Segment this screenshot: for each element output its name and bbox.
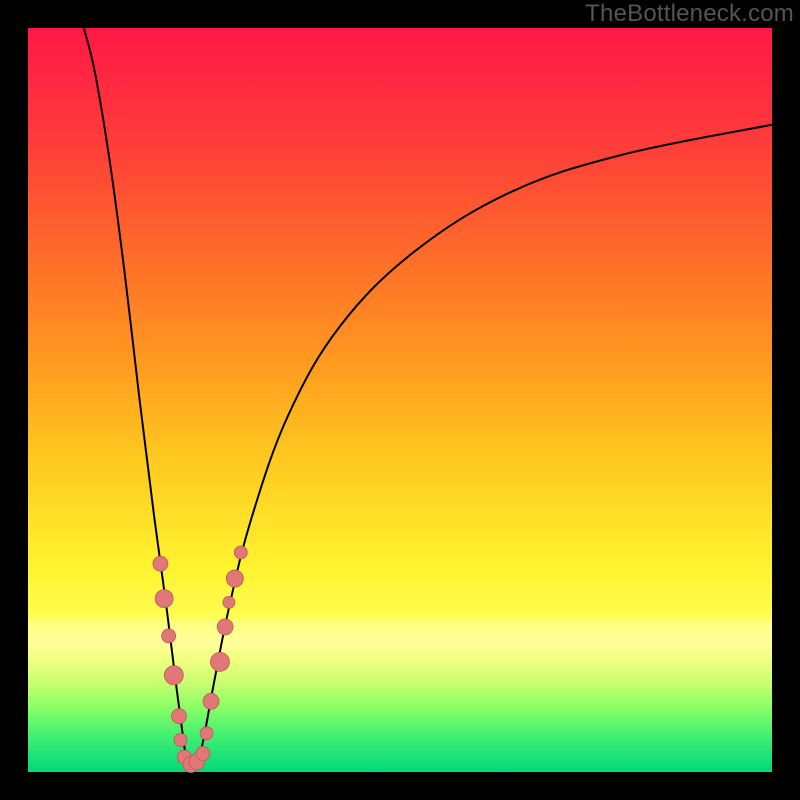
bottleneck-chart xyxy=(0,0,800,800)
highlight-band xyxy=(28,619,772,649)
data-dot xyxy=(210,652,229,671)
data-dot xyxy=(174,734,187,747)
data-dot xyxy=(162,629,176,643)
data-dot xyxy=(172,709,187,724)
data-dot xyxy=(164,666,183,685)
watermark-text: TheBottleneck.com xyxy=(585,0,794,28)
data-dot xyxy=(217,619,233,635)
data-dot xyxy=(223,596,235,608)
data-dot xyxy=(155,590,173,608)
data-dot xyxy=(203,693,219,709)
data-dot xyxy=(226,570,243,587)
data-dot xyxy=(196,746,210,760)
data-dot xyxy=(200,727,213,740)
data-dot xyxy=(153,556,168,571)
data-dot xyxy=(234,546,247,559)
